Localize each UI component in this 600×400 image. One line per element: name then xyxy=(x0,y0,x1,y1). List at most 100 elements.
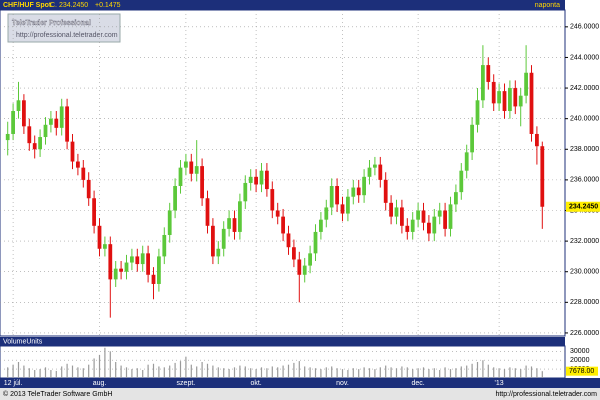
candle-body xyxy=(76,161,80,168)
symbol: CHF/HUF Spot xyxy=(3,2,52,9)
candle-body xyxy=(518,95,523,107)
last-price-box xyxy=(566,201,600,212)
y-tick-label: 246.0000 xyxy=(570,24,599,31)
footer-bar xyxy=(0,388,600,400)
candle-body xyxy=(113,268,118,280)
candle-body xyxy=(243,182,248,202)
candle-body xyxy=(356,187,361,196)
candle-body xyxy=(119,268,123,272)
candle-body xyxy=(59,106,64,128)
candle-body xyxy=(394,207,399,217)
candle-body xyxy=(86,179,91,199)
candle-body xyxy=(151,274,156,284)
candle-body xyxy=(275,210,280,217)
y-tick-label: 230.0000 xyxy=(570,269,599,276)
candle-body xyxy=(313,231,318,254)
y-tick-label: 242.0000 xyxy=(570,85,599,92)
y-tick-label: 232.0000 xyxy=(570,238,599,245)
candle-body xyxy=(92,198,96,226)
y-tick-label: 228.0000 xyxy=(570,299,599,306)
candle-body xyxy=(297,259,302,275)
period: naponta xyxy=(535,2,560,9)
candle-body xyxy=(470,124,474,153)
x-tick-label: aug. xyxy=(93,380,107,387)
candle-body xyxy=(351,187,356,197)
candle-body xyxy=(405,225,410,232)
plot-frame xyxy=(0,9,566,337)
last-volume-label: 7678.00 xyxy=(569,368,594,375)
candle-body xyxy=(319,219,323,232)
candle-body xyxy=(410,219,415,232)
candle-body xyxy=(211,225,215,257)
candle-body xyxy=(103,244,107,249)
candle-body xyxy=(383,179,388,203)
candle-body xyxy=(421,210,426,223)
candle-body xyxy=(302,265,307,275)
x-tick-label: nov. xyxy=(336,380,349,387)
x-tick-label: 12 júl. xyxy=(4,380,23,387)
candle-body xyxy=(65,106,69,142)
candle-body xyxy=(448,204,453,229)
candle-body xyxy=(184,161,188,168)
y-tick-label: 244.0000 xyxy=(570,54,599,61)
candle-body xyxy=(205,198,210,226)
candle-body xyxy=(265,170,269,190)
candle-body xyxy=(286,233,291,248)
footer-url: http://professional.teletrader.com xyxy=(495,391,597,398)
x-tick-label: '13 xyxy=(495,380,504,387)
candle-body xyxy=(16,100,21,112)
x-tick-label: okt. xyxy=(250,380,261,387)
candle-body xyxy=(70,141,75,162)
candle-body xyxy=(281,216,285,234)
candle-body xyxy=(32,143,37,150)
candle-body xyxy=(130,256,134,263)
candle-body xyxy=(308,253,312,266)
candle-body xyxy=(508,88,512,112)
candle-body xyxy=(486,65,491,82)
candle-body xyxy=(22,100,26,127)
candle-body xyxy=(329,186,334,208)
candle-body xyxy=(43,124,48,138)
candle-body xyxy=(292,247,296,260)
candle-body xyxy=(454,192,458,205)
candle-body xyxy=(475,100,480,125)
candle-body xyxy=(362,176,366,196)
candle-body xyxy=(216,248,221,257)
candle-body xyxy=(248,176,253,183)
candle-body xyxy=(524,72,528,96)
y-tick-label: 240.0000 xyxy=(570,116,599,123)
candle-body xyxy=(481,65,485,101)
y-tick-label: 238.0000 xyxy=(570,146,599,153)
candle-body xyxy=(367,167,372,177)
candle-body xyxy=(270,189,275,211)
logo-title: TeleTrader Professional xyxy=(12,20,91,27)
candle-body xyxy=(491,81,496,104)
candle-body xyxy=(5,133,10,141)
candle-body xyxy=(97,225,102,249)
candle-body xyxy=(189,161,194,174)
candle-body xyxy=(200,166,204,199)
change: +0.1475 xyxy=(95,2,121,9)
candle-body xyxy=(194,166,199,174)
candle-body xyxy=(540,146,545,207)
candle-body xyxy=(324,207,329,220)
volume-tick-label: 20000 xyxy=(570,357,590,364)
candle-body xyxy=(49,118,53,125)
candle-body xyxy=(416,210,420,220)
x-axis-bar xyxy=(0,378,600,388)
candle-body xyxy=(535,133,539,147)
volume-tick-label: 30000 xyxy=(570,348,590,355)
candle-body xyxy=(502,91,507,112)
footer-copyright: © 2013 TeleTrader Software GmbH xyxy=(3,390,112,398)
candle-body xyxy=(81,167,86,180)
candle-body xyxy=(221,228,226,249)
candle-body xyxy=(232,218,237,232)
candle-body xyxy=(135,256,140,265)
candle-body xyxy=(157,256,161,284)
logo-url: http://professional.teletrader.com xyxy=(16,32,118,39)
candle-body xyxy=(38,137,42,150)
candle-body xyxy=(124,262,129,272)
candle-body xyxy=(432,216,437,234)
